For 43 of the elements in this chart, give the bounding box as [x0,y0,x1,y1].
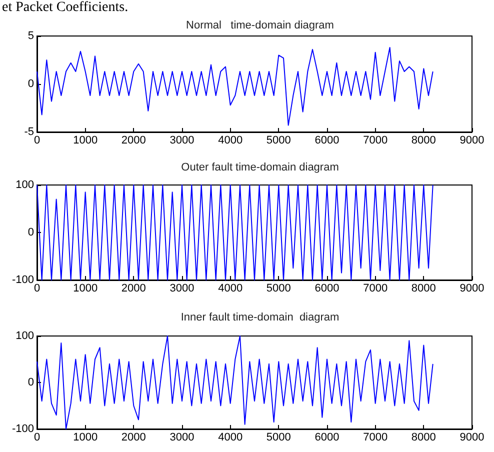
y-tick-label: 5 [28,30,34,42]
line-series [36,184,434,280]
x-tick-label: 2000 [121,134,146,146]
y-tick-label: 0 [28,376,34,388]
x-tick-label: 3000 [170,134,194,146]
x-tick-label: 8000 [411,432,436,444]
x-tick-label: 4000 [218,134,243,146]
y-tick-label: 100 [16,330,34,342]
x-tick-label: 1000 [73,134,98,146]
y-tick-label: -100 [12,423,34,435]
x-tick-label: 5000 [266,282,291,294]
text: et Packet Coefficients. [2,0,128,16]
x-tick-label: 4000 [218,432,243,444]
x-tick-label: 1000 [73,432,98,444]
chart-title: Normal time-domain diagram [186,20,334,32]
x-tick-label: 3000 [170,282,194,294]
x-tick-label: 1000 [73,282,98,294]
x-tick-label: 4000 [218,282,243,294]
x-tick-label: 7000 [363,282,388,294]
y-tick-label: -100 [12,274,34,286]
x-tick-label: 9000 [460,432,484,444]
x-tick-label: 5000 [266,134,291,146]
chart-title: Inner fault time-domain diagram [180,312,340,324]
x-tick-label: 6000 [314,432,340,444]
y-tick-label: 0 [28,226,34,238]
x-tick-label: 7000 [363,432,388,444]
x-tick-label: 6000 [314,134,340,146]
x-tick-label: 2000 [121,282,146,294]
x-tick-label: 9000 [460,282,484,294]
y-tick-label: -5 [24,126,34,138]
x-tick-label: 6000 [314,282,340,294]
x-tick-label: 2000 [121,432,146,444]
x-tick-label: 3000 [170,432,194,444]
y-tick-label: 0 [28,78,34,90]
line-series [36,336,434,430]
y-tick-label: 100 [16,179,34,191]
x-tick-label: 5000 [266,432,291,444]
x-tick-label: 8000 [411,134,436,146]
chart-title: Outer fault time-domain diagram [181,162,339,174]
x-tick-label: 9000 [460,134,484,146]
x-tick-label: 7000 [363,134,388,146]
x-tick-label: 8000 [411,282,436,294]
line-series [36,47,434,126]
